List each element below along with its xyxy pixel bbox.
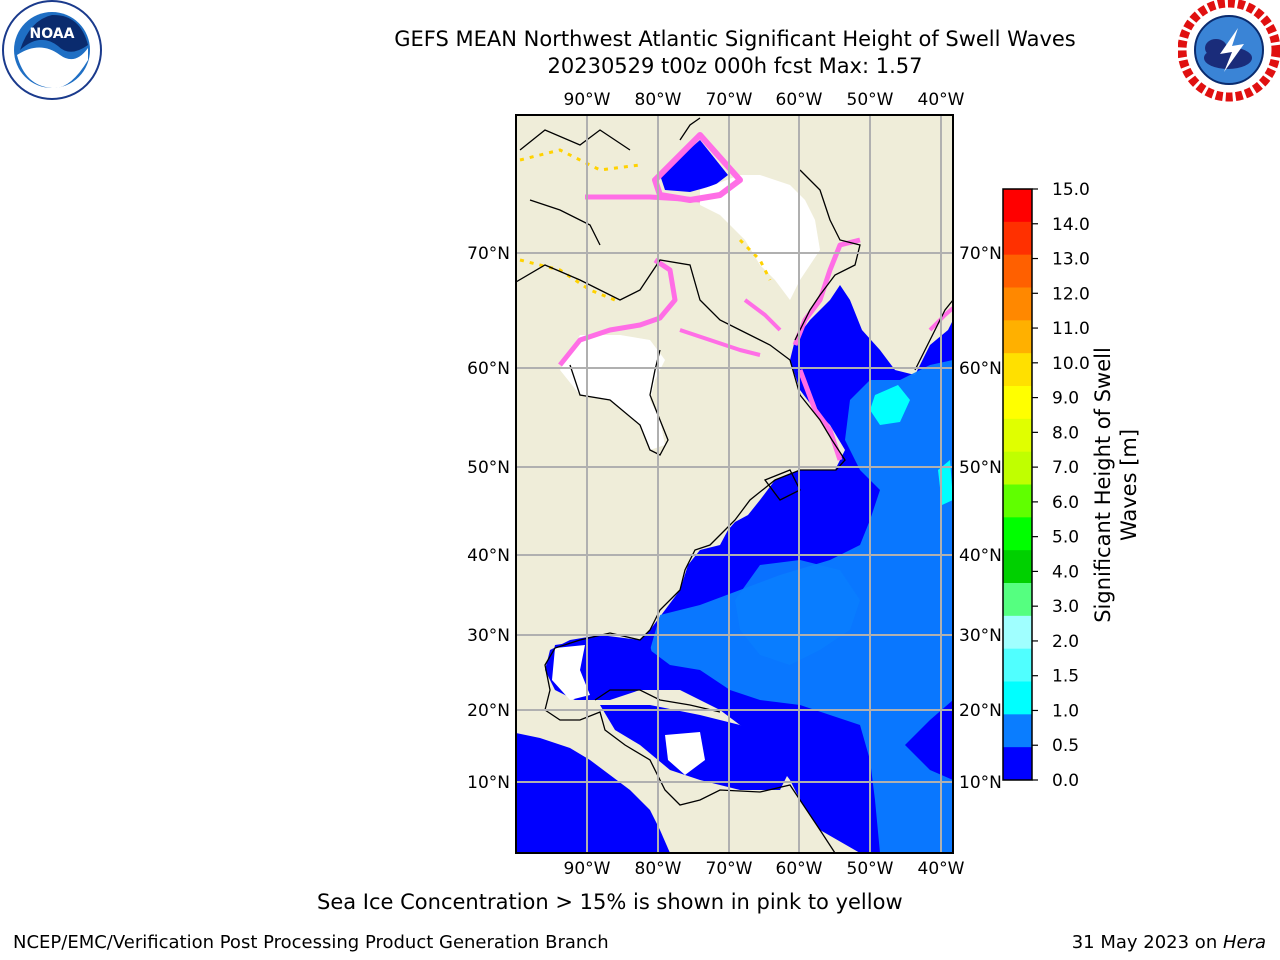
lon-label: 50°W [847,859,894,879]
colorbar-tick-label: 13.0 [1052,250,1090,270]
lon-label: 70°W [706,859,753,879]
lat-label: 20°N [467,701,510,721]
lon-label: 70°W [706,90,753,110]
colorbar: 15.0 14.0 13.0 12.0 11.0 10.0 9.0 8.0 7.0 6.0 5.0 4… [1002,180,1090,791]
colorbar-tick-label: 3.0 [1052,597,1079,617]
colorbar-tick-label: 2.0 [1052,632,1079,652]
lon-label: 80°W [635,859,682,879]
colorbar-tick-label: 14.0 [1052,215,1090,235]
graticule [516,115,953,853]
colorbar-tick-label: 6.0 [1052,493,1079,513]
sea-ice-note: Sea Ice Concentration > 15% is shown in … [317,890,903,914]
colorbar-tick-label: 5.0 [1052,528,1079,548]
colorbar-swatch [1003,681,1032,715]
colorbar-swatch [1003,320,1032,354]
colorbar-tick-label: 1.0 [1052,701,1079,721]
colorbar-title-line1: Significant Height of Swell [1091,347,1115,623]
gulf-ice [552,645,590,700]
lon-labels-top: 90°W 80°W 70°W 60°W 50°W 40°W [564,90,965,110]
nws-logo [1178,0,1280,102]
coastlines [516,117,953,853]
colorbar-swatch [1003,254,1032,288]
lon-label: 90°W [564,859,611,879]
colorbar-tick-label: 10.0 [1052,354,1090,374]
colorbar-swatch [1003,550,1032,584]
lat-labels-left: 70°N 60°N 50°N 40°N 30°N 20°N 10°N [467,244,510,793]
noaa-logo: NOAA [2,0,102,100]
colorbar-tick-label: 9.0 [1052,389,1079,409]
footer-host: Hera [1222,932,1266,953]
colorbar-swatch [1003,189,1032,223]
colorbar-tick-label: 7.0 [1052,458,1079,478]
colorbar-swatch [1003,353,1032,387]
colorbar-tick-label: 11.0 [1052,319,1090,339]
lat-label: 70°N [467,244,510,264]
colorbar-tick-label: 4.0 [1052,562,1079,582]
map-frame [515,114,954,854]
colorbar-tick-label: 1.5 [1052,667,1079,687]
colorbar-swatch [1003,583,1032,617]
hudson-bay-open [660,140,728,192]
lat-label: 10°N [467,773,510,793]
lon-label: 50°W [847,90,894,110]
lat-label: 30°N [467,626,510,646]
colorbar-swatch [1003,287,1032,321]
colorbar-swatch [1003,451,1032,485]
colorbar-swatch [1003,615,1032,650]
lon-labels-bottom: 90°W 80°W 70°W 60°W 50°W 40°W [564,859,965,879]
lon-label: 60°W [776,859,823,879]
lat-label: 50°N [959,458,1002,478]
colorbar-tick-label: 8.0 [1052,423,1079,443]
lat-label: 60°N [959,359,1002,379]
lat-label: 40°N [467,546,510,566]
colorbar-swatch [1003,418,1032,453]
colorbar-swatch [1003,648,1032,682]
ocean-pacific [516,733,670,853]
colorbar-swatch [1003,386,1032,420]
colorbar-swatch [1003,221,1032,256]
colorbar-tick-label: 0.0 [1052,771,1079,791]
lat-label: 50°N [467,458,510,478]
footer-credit: NCEP/EMC/Verification Post Processing Pr… [13,932,609,953]
colorbar-tick-label: 0.5 [1052,736,1079,756]
lat-label: 60°N [467,359,510,379]
colorbar-tick-label: 15.0 [1052,180,1090,200]
lon-label: 90°W [564,90,611,110]
colorbar-frame [1002,188,1033,781]
lat-labels-right: 70°N 60°N 50°N 40°N 30°N 20°N 10°N [959,244,1002,793]
lat-label: 40°N [959,546,1002,566]
footer-date-text: 31 May 2023 on [1071,932,1223,953]
colorbar-swatch [1003,747,1032,781]
colorbar-title-line2: Waves [m] [1117,428,1141,542]
lat-label: 30°N [959,626,1002,646]
colorbar-swatch [1003,484,1032,518]
chart-title: GEFS MEAN Northwest Atlantic Significant… [394,27,1076,51]
lon-label: 80°W [635,90,682,110]
colorbar-title: Significant Height of Swell Waves [m] [1090,347,1142,623]
caribbean-ice [665,732,705,775]
map-area [516,115,953,853]
lat-label: 10°N [959,773,1002,793]
colorbar-tick-label: 12.0 [1052,284,1090,304]
lon-label: 40°W [918,90,965,110]
ocean-high-patch [870,385,910,425]
lon-label: 60°W [776,90,823,110]
lon-label: 40°W [918,859,965,879]
colorbar-swatch [1003,517,1032,551]
lat-label: 20°N [959,701,1002,721]
lat-label: 70°N [959,244,1002,264]
chart-subtitle-run: 20230529 t00z 000h fcst Max: 1.57 [547,54,923,78]
colorbar-swatch [1003,714,1032,748]
ocean-mid-band-2 [735,560,860,665]
footer-date: 31 May 2023 on Hera [1072,932,1266,953]
noaa-logo-text: NOAA [30,26,75,42]
